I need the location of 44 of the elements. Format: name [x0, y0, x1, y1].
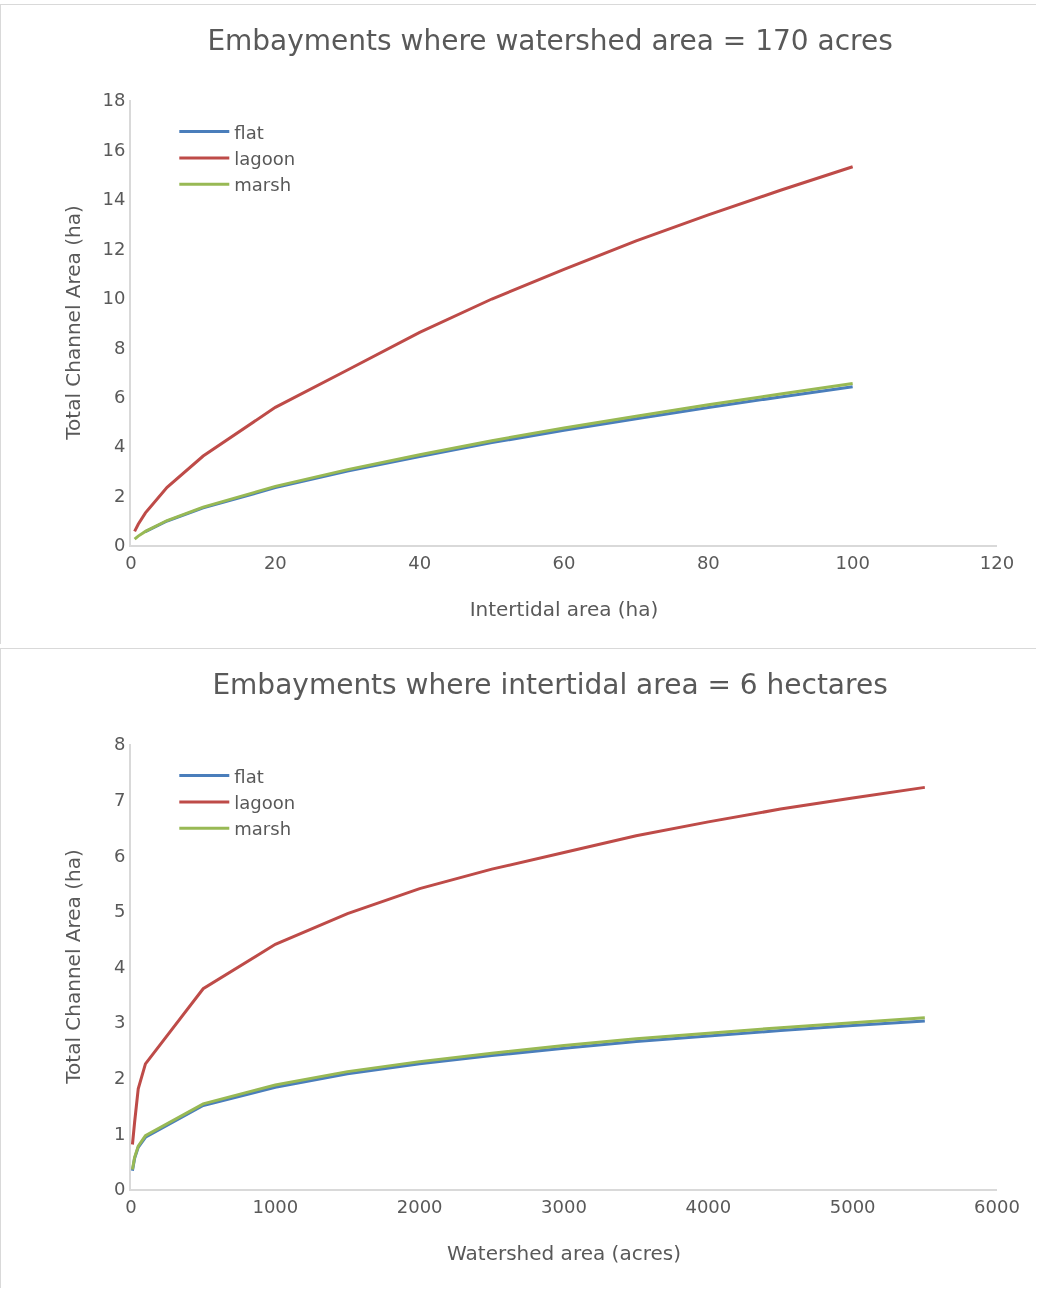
chart-title: Embayments where watershed area = 170 acres — [207, 24, 893, 58]
legend-label: lagoon — [234, 147, 296, 169]
x-tick-label: 4000 — [685, 1195, 732, 1217]
y-axis-title: Total Channel Area (ha) — [61, 205, 85, 441]
y-tick-label: 18 — [102, 89, 126, 111]
y-tick-label: 3 — [113, 1011, 126, 1033]
y-tick-label: 4 — [113, 955, 126, 977]
x-tick-label: 40 — [408, 551, 432, 573]
legend-label: flat — [234, 121, 264, 143]
legend-label: marsh — [234, 818, 292, 840]
x-tick-label: 60 — [552, 551, 576, 573]
y-tick-label: 4 — [113, 435, 126, 457]
x-tick-label: 1000 — [252, 1195, 299, 1217]
y-tick-label: 10 — [102, 287, 126, 309]
x-tick-label: 80 — [696, 551, 720, 573]
y-tick-label: 5 — [113, 900, 126, 922]
x-axis-title: Watershed area (acres) — [447, 1241, 681, 1265]
y-tick-label: 7 — [113, 788, 126, 810]
y-tick-label: 6 — [113, 385, 126, 407]
x-tick-label: 2000 — [396, 1195, 443, 1217]
y-tick-label: 12 — [102, 237, 126, 259]
y-tick-label: 6 — [113, 844, 126, 866]
y-tick-label: 14 — [102, 188, 126, 210]
y-tick-label: 1 — [113, 1122, 126, 1144]
y-tick-label: 2 — [113, 484, 126, 506]
y-tick-label: 0 — [113, 1178, 126, 1200]
y-tick-label: 0 — [113, 534, 126, 556]
x-axis-title: Intertidal area (ha) — [469, 597, 659, 621]
chart-title: Embayments where intertidal area = 6 hectares — [212, 668, 888, 702]
x-tick-label: 120 — [979, 551, 1015, 573]
y-tick-label: 8 — [113, 733, 126, 755]
x-tick-label: 3000 — [541, 1195, 587, 1217]
y-tick-label: 2 — [113, 1067, 126, 1089]
x-tick-label: 6000 — [974, 1195, 1020, 1217]
x-tick-label: 20 — [263, 551, 287, 573]
y-tick-label: 8 — [113, 336, 126, 358]
line-series — [131, 785, 927, 1146]
y-axis-title: Total Channel Area (ha) — [61, 849, 85, 1085]
legend-label: marsh — [234, 174, 292, 196]
y-tick-label: 16 — [102, 138, 126, 160]
x-tick-label: 100 — [835, 551, 870, 573]
legend-label: flat — [234, 765, 264, 787]
legend-label: lagoon — [234, 791, 296, 813]
x-tick-label: 5000 — [829, 1195, 876, 1217]
